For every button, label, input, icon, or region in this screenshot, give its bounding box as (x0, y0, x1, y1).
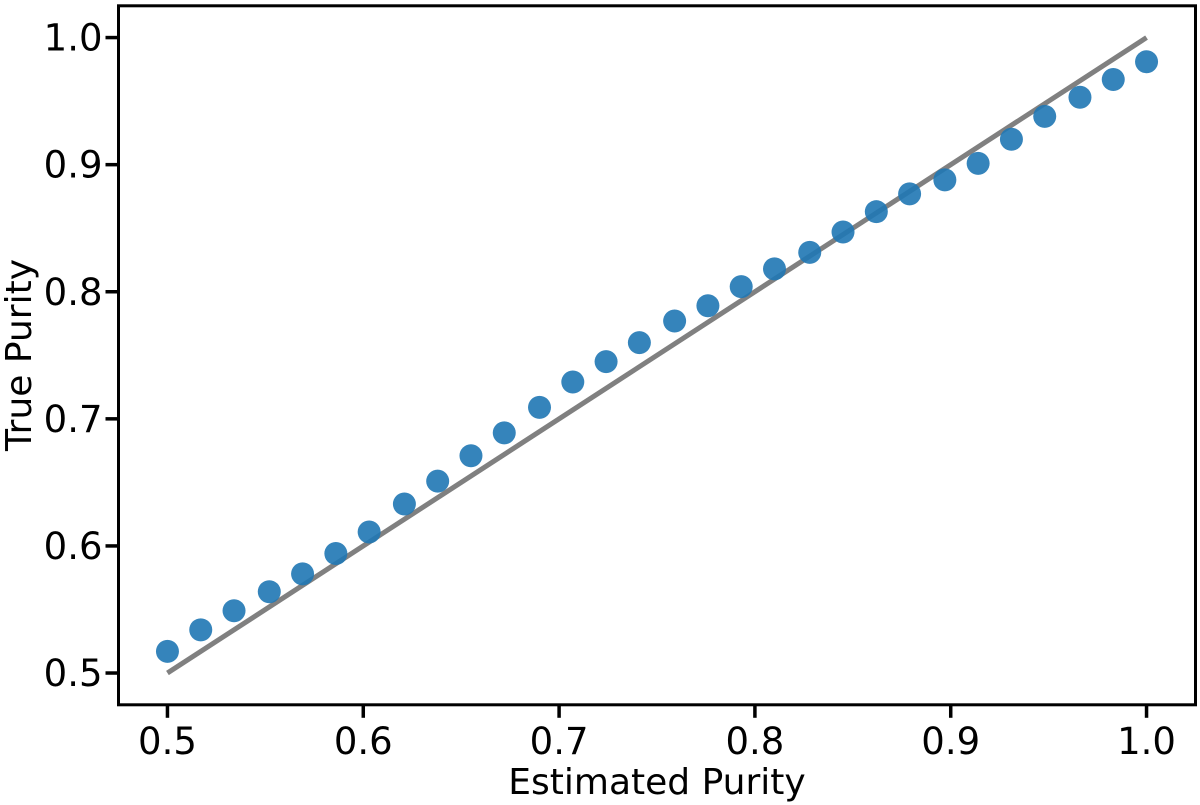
data-point (528, 395, 552, 419)
data-point (222, 599, 246, 623)
data-point (999, 127, 1023, 151)
chart-series-layer (155, 35, 1159, 676)
plot-border (117, 4, 1197, 707)
data-point (324, 542, 348, 566)
x-tick-label: 0.6 (334, 720, 393, 763)
data-point (492, 421, 516, 445)
data-point (1101, 68, 1125, 92)
data-point (594, 350, 618, 374)
y-tick-label: 0.5 (44, 652, 103, 695)
data-point (729, 275, 753, 299)
identity-line (166, 35, 1148, 676)
data-point (831, 220, 855, 244)
data-point (762, 257, 786, 281)
data-point (291, 562, 315, 586)
axis-ticks-layer: 0.5 0.6 0.7 0.8 0.9 1.0 0.5 0.6 0.7 0.8 0.9 1.0 (44, 17, 1176, 763)
data-point (864, 200, 888, 224)
data-point (189, 618, 213, 642)
data-point (357, 520, 381, 544)
y-tick-label: 0.8 (44, 271, 103, 314)
x-tick-label: 0.5 (138, 720, 197, 763)
y-tick-label: 0.9 (44, 144, 103, 187)
data-point (257, 580, 281, 604)
data-point (898, 182, 922, 206)
data-point (933, 168, 957, 192)
x-axis-label: Estimated Purity (508, 762, 805, 803)
x-tick-label: 0.7 (530, 720, 589, 763)
data-point (627, 331, 651, 355)
data-point (1068, 85, 1092, 109)
data-point (1033, 104, 1057, 128)
data-point (663, 309, 687, 333)
data-point (155, 639, 179, 663)
y-tick-label: 1.0 (44, 17, 103, 60)
data-point (426, 469, 450, 493)
data-point (561, 370, 585, 394)
data-point (1135, 50, 1159, 74)
x-tick-label: 1.0 (1117, 720, 1176, 763)
x-tick-label: 0.9 (921, 720, 980, 763)
y-tick-label: 0.7 (44, 398, 103, 441)
data-point (392, 492, 416, 516)
x-tick-label: 0.8 (725, 720, 784, 763)
data-point (966, 151, 990, 175)
y-tick-label: 0.6 (44, 525, 103, 568)
data-point (459, 444, 483, 468)
y-axis-label: True Purity (0, 259, 40, 452)
data-point (798, 240, 822, 264)
data-point (696, 294, 720, 318)
